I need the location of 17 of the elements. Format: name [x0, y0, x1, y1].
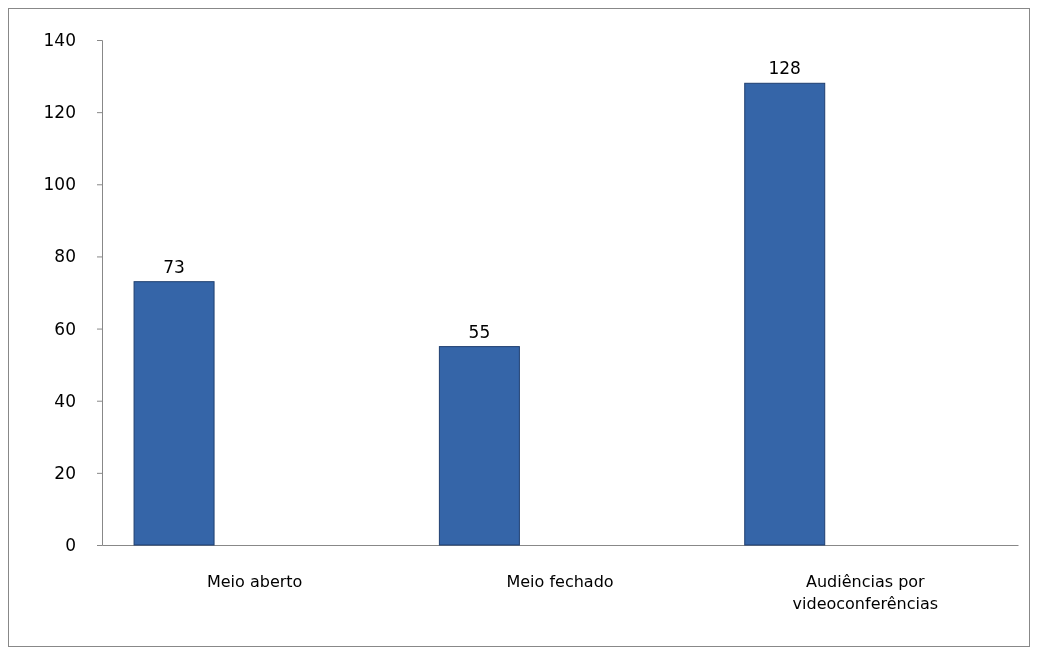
y-tick-label: 0 [65, 534, 76, 555]
data-label: 128 [768, 58, 801, 79]
data-label: 55 [468, 321, 491, 342]
bar [744, 82, 826, 546]
x-tick-label: Meio fechado [506, 572, 614, 591]
data-label: 73 [163, 256, 185, 277]
y-tick-label: 100 [43, 174, 76, 195]
y-tick-label: 80 [54, 246, 76, 267]
bar [133, 281, 215, 546]
y-tick-label: 60 [54, 318, 76, 339]
y-tick-label: 20 [54, 462, 76, 483]
x-tick-label: Audiências por videoconferências [792, 572, 939, 613]
bar [438, 346, 520, 546]
y-tick-label: 120 [43, 102, 76, 123]
x-tick-label: Meio aberto [206, 572, 303, 591]
y-tick-label: 40 [54, 390, 76, 411]
y-tick-label: 140 [43, 29, 76, 50]
